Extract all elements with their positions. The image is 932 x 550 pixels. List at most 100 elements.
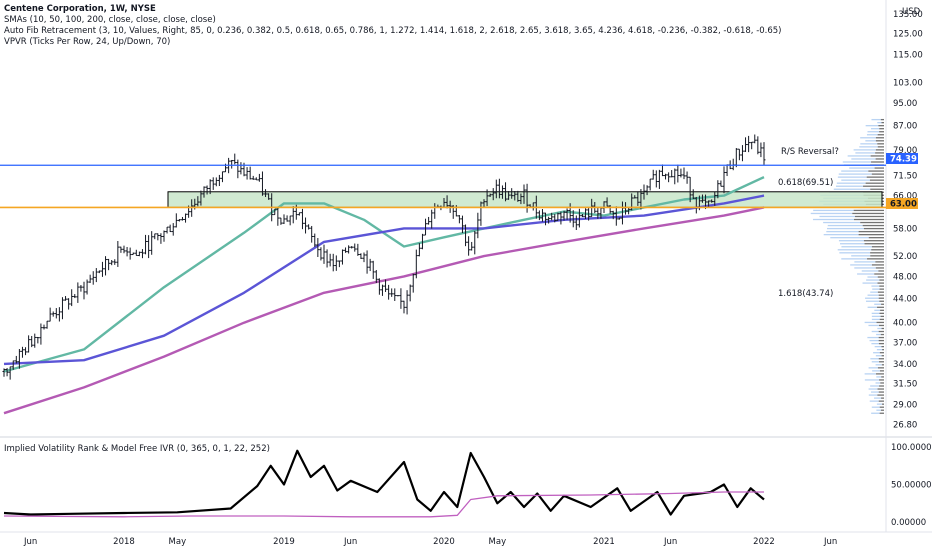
price-tick-label: 95.00 [893, 99, 917, 109]
vpvr-bar-up [836, 182, 866, 184]
fib-618-label: 0.618(69.51) [778, 178, 833, 188]
vpvr-bar-up [849, 167, 875, 169]
vpvr-bar-down [875, 261, 884, 263]
vpvr-bar-down [877, 388, 884, 390]
vpvr-bar-down [875, 152, 884, 154]
vpvr-bar-down [858, 230, 884, 233]
vpvr-bar-up [827, 227, 864, 230]
vpvr-bar-up [870, 291, 878, 293]
time-tick-label: 2019 [273, 537, 295, 547]
vpvr-bar-down [870, 255, 884, 257]
vpvr-bar-down [879, 412, 884, 414]
iv-legend: Implied Volatility Rank & Model Free IVR… [4, 444, 270, 455]
vpvr-bar-up [876, 376, 882, 378]
vpvr-bar-down [877, 394, 884, 396]
sma-100-line [3, 194, 765, 366]
vpvr-bar-up [830, 237, 869, 239]
vpvr-bar-up [871, 342, 879, 345]
time-tick-label: 2021 [593, 537, 615, 547]
price-bars [2, 134, 766, 380]
vpvr-bar-down [878, 294, 884, 296]
vpvr-bar-down [880, 382, 884, 384]
vpvr-bar-up [812, 218, 854, 221]
vpvr-bar-down [882, 403, 884, 405]
vpvr-bar-down [871, 264, 884, 266]
vpvr-bar-up [871, 315, 881, 318]
vpvr-bar-down [881, 303, 884, 305]
vpvr-bar-down [871, 173, 884, 175]
vpvr-bar-down [852, 212, 884, 215]
vpvr-bar-up [870, 358, 879, 360]
vpvr-bar-down [878, 270, 884, 272]
vpvr-bar-down [879, 352, 884, 354]
price-tick-label: 29.00 [893, 400, 917, 410]
vpvr-bar-down [875, 149, 884, 151]
vpvr-bar-up [837, 249, 872, 251]
vpvr-bar-up [810, 212, 853, 215]
vpvr-bar-down [879, 285, 884, 287]
sma-lines [3, 176, 765, 415]
vpvr-bar-up [847, 155, 871, 157]
fib-zone [167, 191, 883, 208]
vpvr-bar-up [871, 118, 881, 121]
vpvr-bar-down [879, 312, 884, 315]
vpvr-bar-up [866, 134, 878, 136]
vpvr-bar-up [833, 188, 871, 190]
vpvr-bar-down [869, 179, 884, 181]
vpvr-bar-up [854, 261, 876, 263]
iv-tick-label: 100.00000 [891, 443, 932, 453]
price-tag-orange-text: 63.00 [890, 200, 917, 210]
vpvr-bar-up [871, 285, 880, 287]
price-tick-label: 58.00 [893, 224, 917, 234]
vpvr-bar-up [867, 294, 879, 296]
vpvr-bar-down [870, 252, 884, 254]
sma-200-line [3, 206, 765, 415]
vpvr-bar-down [878, 358, 884, 360]
vpvr-bar-down [878, 330, 884, 333]
time-tick-label: Jun [663, 537, 677, 547]
vpvr-bar-down [853, 218, 884, 221]
time-axis: Jun 2018 May 2019 Jun 2020 May 2021 Jun 2022 Jun [23, 537, 837, 547]
vpvr-bar-down [871, 161, 884, 163]
vpvr-bar-up [874, 397, 882, 399]
price-tick-label: 37.00 [893, 338, 917, 348]
time-tick-label: Jun [343, 537, 357, 547]
chart-legend: Centene Corporation, 1W, NYSE SMAs (10, … [4, 4, 782, 48]
vpvr-bar-down [879, 379, 884, 381]
vpvr-bar-down [875, 158, 884, 160]
vpvr-bar-down [876, 373, 884, 375]
vpvr-bar-down [858, 233, 884, 236]
vpvr-bar-down [878, 391, 884, 393]
price-tag-orange: 63.00 [886, 198, 918, 210]
price-tag-blue-text: 74.39 [890, 155, 917, 165]
vpvr-bar-down [880, 333, 884, 336]
vpvr-bar-up [870, 128, 880, 130]
vpvr-bar-down [875, 267, 884, 269]
vpvr-bar-up [876, 409, 881, 411]
vpvr-bar-down [879, 288, 884, 290]
time-tick-label: 2018 [113, 537, 135, 547]
vpvr-bar-down [878, 339, 884, 342]
vpvr-bar-up [864, 373, 877, 375]
vpvr-bar-up [870, 385, 880, 387]
vpvr-bar-down [879, 324, 884, 327]
vpvr-bar-up [874, 345, 882, 348]
vpvr-bar-down [877, 134, 884, 136]
price-tick-label: 103.00 [893, 79, 923, 89]
vpvr-bar-down [878, 336, 884, 339]
vpvr-bar-up [877, 121, 882, 124]
price-tick-label: 71.50 [893, 171, 917, 181]
price-tick-label: 48.00 [893, 272, 917, 282]
vpvr-bar-up [876, 349, 883, 351]
vpvr-bar-up [842, 161, 872, 163]
vpvr-bar-up [871, 406, 880, 408]
iv-panel [3, 449, 765, 518]
vpvr-bar-down [863, 227, 884, 230]
vpvr-bar-down [878, 125, 884, 127]
vpvr-bar-down [870, 155, 884, 157]
legend-sma: SMAs (10, 50, 100, 200, close, close, cl… [4, 15, 216, 25]
vpvr-bar-down [871, 246, 884, 248]
vpvr-bar-up [827, 224, 863, 227]
vpvr-profile [810, 118, 884, 414]
vpvr-bar-down [878, 297, 884, 299]
